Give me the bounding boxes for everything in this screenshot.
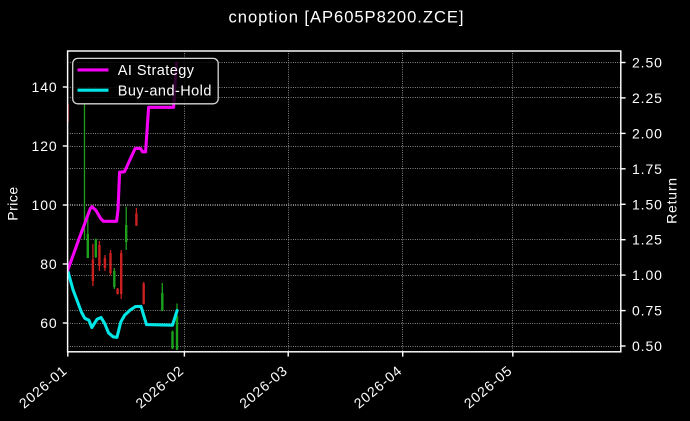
svg-text:140: 140 — [32, 79, 58, 95]
svg-text:AI Strategy: AI Strategy — [118, 63, 195, 79]
svg-text:0.75: 0.75 — [632, 303, 663, 319]
svg-text:Return: Return — [664, 177, 680, 224]
svg-text:120: 120 — [32, 138, 58, 154]
svg-text:100: 100 — [32, 197, 58, 213]
svg-text:2.00: 2.00 — [632, 125, 663, 141]
svg-text:Buy-and-Hold: Buy-and-Hold — [118, 83, 212, 99]
svg-text:1.50: 1.50 — [632, 196, 663, 212]
svg-text:Price: Price — [5, 186, 21, 220]
svg-text:60: 60 — [40, 315, 57, 331]
svg-text:1.25: 1.25 — [632, 232, 663, 248]
svg-text:1.00: 1.00 — [632, 267, 663, 283]
svg-text:cnoption [AP605P8200.ZCE]: cnoption [AP605P8200.ZCE] — [229, 8, 465, 27]
svg-text:1.75: 1.75 — [632, 161, 663, 177]
svg-text:2.25: 2.25 — [632, 90, 663, 106]
svg-text:0.50: 0.50 — [632, 338, 663, 354]
svg-text:80: 80 — [40, 256, 57, 272]
svg-text:2.50: 2.50 — [632, 55, 663, 71]
